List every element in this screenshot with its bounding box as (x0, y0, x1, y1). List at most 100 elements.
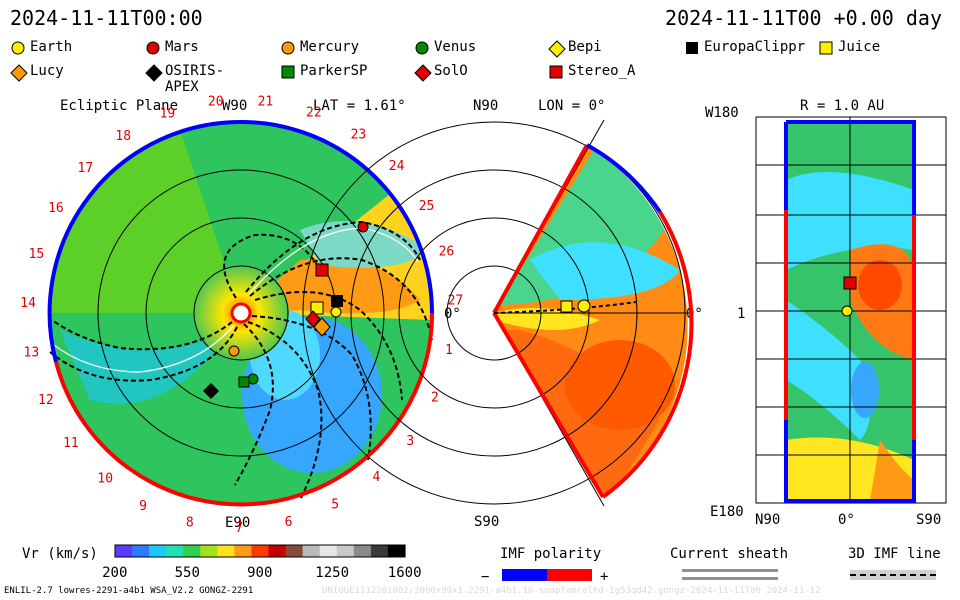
osiris-apex-marker (203, 383, 219, 399)
imf-plus: + (600, 569, 608, 585)
rotation-number: 10 (97, 472, 113, 487)
rotation-number: 7 (235, 521, 243, 536)
timestamp-left: 2024-11-11T00:00 (10, 6, 203, 30)
earth-marker (330, 306, 342, 318)
meridional-field (494, 145, 688, 497)
europa-clipper-marker (331, 295, 343, 307)
meridional-earth-marker (577, 299, 591, 313)
ecliptic-rotation-labels: 20 21222324252627123456789101112131415161… (20, 94, 463, 536)
rotation-number: 16 (48, 201, 64, 216)
footer-info: ENLIL-2.7 lowres-2291-a4b1 WSA_V2.2 GONG… (4, 586, 254, 596)
rotation-number: 12 (38, 393, 54, 408)
map-w180-label: W180 (705, 105, 739, 121)
imf-line-title: 3D IMF line (848, 546, 941, 562)
stereo-a-marker (315, 263, 329, 277)
mars-marker (357, 221, 369, 233)
ecliptic-markers (203, 221, 369, 399)
map-n90-tick: N90 (755, 512, 780, 528)
ecliptic-title: Ecliptic Plane (60, 98, 178, 114)
colorbar-segment (319, 545, 338, 557)
meridional-lon-label: LON = 0° (538, 98, 605, 114)
rotation-number: 6 (285, 515, 293, 530)
ecliptic-lat-label: LAT = 1.61° (313, 98, 406, 114)
current-sheath-title: Current sheath (670, 546, 788, 562)
colorbar-segment (285, 545, 304, 557)
map-stereo-a-marker (843, 276, 857, 290)
rotation-number: 4 (373, 470, 381, 485)
rotation-number: 20 (208, 95, 224, 110)
map-e180-label: E180 (710, 504, 744, 520)
rotation-number: 24 (389, 159, 405, 174)
colorbar-tick: 1600 (388, 565, 422, 581)
rotation-number: 5 (331, 498, 339, 513)
meridional-n90-label: N90 (473, 98, 498, 114)
parkersp-marker (238, 376, 250, 388)
rotation-number: 13 (24, 345, 40, 360)
colorbar-tick: 1250 (315, 565, 349, 581)
map-one-label: 1 (737, 306, 745, 322)
mercury-marker (228, 345, 240, 357)
rotation-number: 9 (139, 499, 147, 514)
ecliptic-imf-lines (49, 220, 433, 501)
rotation-number: 23 (351, 128, 367, 143)
meridional-s90-label: S90 (474, 514, 499, 530)
meridional-zero-label: 0° (686, 306, 703, 322)
juice-marker (310, 301, 324, 315)
colorbar-segment (132, 545, 150, 557)
rotation-number: 26 (439, 244, 455, 259)
imf-negative-swatch (502, 569, 547, 581)
ecliptic-zero-label: 0° (444, 306, 461, 322)
rotation-number: 17 (78, 161, 94, 176)
rotation-number: 21 (258, 94, 274, 109)
colorbar-segment (200, 545, 218, 557)
imf-positive-swatch (547, 569, 592, 581)
colorbar-segment (370, 545, 389, 557)
colorbar-segment (217, 545, 236, 557)
lucy-marker (313, 317, 331, 337)
rotation-number: 14 (20, 296, 36, 311)
map-earth-marker (841, 305, 853, 317)
imf-polarity-title: IMF polarity (500, 546, 601, 562)
colorbar-tick: 900 (247, 565, 272, 581)
ecliptic-top-label: W90 (222, 98, 247, 114)
map-s90-tick: S90 (916, 512, 941, 528)
colorbar-segment (183, 545, 201, 557)
rotation-number: 25 (419, 199, 435, 214)
colorbar-label: Vr (km/s) (22, 546, 98, 562)
rotation-number: 15 (29, 247, 45, 262)
rotation-number: 3 (406, 434, 414, 449)
map-zero-tick: 0° (838, 512, 855, 528)
colorbar-segment (387, 545, 406, 557)
rotation-number: 19 (160, 106, 176, 121)
colorbar-ticks: 200 550 900 1250 1600 (102, 565, 421, 581)
colorbar-segment (234, 545, 253, 557)
colorbar-segment (149, 545, 167, 557)
sun-marker (230, 302, 252, 324)
rotation-number: 2 (431, 391, 439, 406)
colorbar-segment (302, 545, 321, 557)
colorbar (115, 545, 406, 557)
timestamp-right: 2024-11-11T00 +0.00 day (665, 6, 942, 30)
colorbar-tick: 200 (102, 565, 127, 581)
rotation-number: 18 (115, 129, 131, 144)
solo-marker (305, 310, 321, 328)
ecliptic-bottom-label: E90 (225, 515, 250, 531)
map-r-label: R = 1.0 AU (800, 98, 884, 114)
footer-run-id: UNIQUE1112201002/2000x90x1.2291-a4b1.16-… (322, 586, 821, 596)
rotation-number: 22 (306, 106, 322, 121)
colorbar-segment (166, 545, 184, 557)
rotation-number: 1 (445, 343, 453, 358)
colorbar-segment (251, 545, 270, 557)
colorbar-segment (353, 545, 372, 557)
rotation-number: 27 (448, 293, 464, 308)
meridional-juice-marker (560, 300, 573, 313)
imf-minus: − (481, 569, 489, 585)
colorbar-segment (336, 545, 355, 557)
colorbar-segment (115, 545, 133, 557)
current-sheath-swatch (682, 569, 778, 572)
rotation-number: 8 (186, 516, 194, 531)
colorbar-segment (268, 545, 287, 557)
colorbar-tick: 550 (175, 565, 200, 581)
rotation-number: 11 (63, 436, 79, 451)
